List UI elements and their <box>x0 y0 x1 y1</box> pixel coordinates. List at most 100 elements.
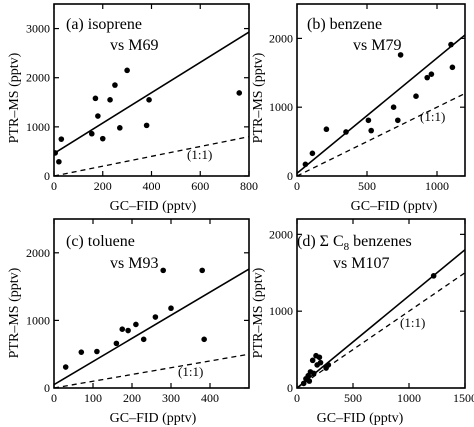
plot-area: 0 500 1000 1500 0 1000 2000 <box>269 218 474 405</box>
series-group <box>297 34 465 176</box>
data-point <box>449 64 456 71</box>
data-point <box>113 340 120 347</box>
data-point <box>309 150 316 157</box>
y-axis-label: PTR–MS (pptv) <box>7 267 22 358</box>
x-tick-label: 500 <box>344 391 362 405</box>
ratio-label: (1:1) <box>420 109 445 124</box>
y-tick-label: 1000 <box>26 313 50 327</box>
data-point <box>124 67 130 74</box>
x-tick-label: 600 <box>191 179 209 193</box>
data-point <box>95 113 101 119</box>
x-axis-label: GC–FID (pptv) <box>317 411 404 426</box>
data-point <box>311 370 317 377</box>
data-point <box>94 348 100 355</box>
data-point <box>92 95 99 102</box>
fit-line <box>54 268 249 386</box>
x-tick-label: 400 <box>143 179 161 193</box>
data-point <box>390 104 397 110</box>
data-point <box>54 150 59 156</box>
x-axis-label: GC–FID (pptv) <box>351 199 438 214</box>
one-to-one-line <box>54 136 249 176</box>
y-tick-label: 0 <box>44 169 50 183</box>
data-point <box>397 52 404 58</box>
data-point <box>424 74 431 81</box>
y-tick-label: 0 <box>287 169 293 183</box>
panel-title-line1: (a) isoprene <box>66 16 142 33</box>
y-tick-label: 0 <box>287 381 293 395</box>
axis-frame <box>296 3 466 177</box>
axis-frame <box>296 218 466 389</box>
y-tick-label: 1000 <box>269 304 293 318</box>
data-point <box>325 362 332 368</box>
plot-area: 0 200 400 600 800 0 1000 2000 3000 <box>26 3 258 193</box>
data-point <box>143 122 150 129</box>
x-tick-label: 0 <box>51 391 57 405</box>
data-point <box>428 71 435 77</box>
data-point <box>201 336 207 343</box>
ratio-label: (1:1) <box>178 364 203 379</box>
data-point <box>119 326 126 332</box>
y-tick-label: 1000 <box>269 100 293 114</box>
panel-title-line2: vs M69 <box>110 37 158 54</box>
data-point <box>199 267 205 274</box>
data-point <box>58 136 65 142</box>
x-tick-label: 200 <box>123 391 141 405</box>
series-group <box>54 31 249 176</box>
y-axis-label: PTR–MS (pptv) <box>251 52 266 143</box>
panel-b: PTR–MS (pptv) GC–FID (pptv) (b) benzene … <box>251 3 466 214</box>
y-tick-label: 2000 <box>269 227 293 241</box>
data-point <box>302 161 309 168</box>
fit-line <box>297 34 465 174</box>
x-tick-label: 1000 <box>425 179 449 193</box>
y-tick-label: 2000 <box>26 246 50 260</box>
data-point <box>368 127 375 134</box>
data-point <box>117 125 123 131</box>
x-axis-label: GC–FID (pptv) <box>110 199 197 214</box>
one-to-one-line <box>297 92 465 176</box>
data-point <box>62 364 69 370</box>
data-point <box>413 93 419 99</box>
x-tick-label: 200 <box>94 179 112 193</box>
data-point <box>236 90 243 96</box>
data-point <box>317 359 324 366</box>
data-point <box>168 305 174 312</box>
data-point <box>140 336 147 343</box>
x-tick-label: 800 <box>240 179 258 193</box>
y-tick-label: 2000 <box>269 31 293 45</box>
panel-title-line2: vs M79 <box>353 37 401 54</box>
one-to-one-line <box>297 272 465 388</box>
series-group <box>54 267 249 388</box>
y-tick-label: 2000 <box>26 71 50 85</box>
data-point <box>448 41 454 48</box>
data-point <box>107 97 113 103</box>
panel-c: PTR–MS (pptv) GC–FID (pptv) (c) toluene … <box>7 218 250 426</box>
data-point <box>365 117 372 124</box>
x-tick-label: 0 <box>294 391 300 405</box>
panel-d: PTR–MS (pptv) GC–FID (pptv) (d) Σ C8 ben… <box>251 218 474 426</box>
x-tick-label: 500 <box>358 179 376 193</box>
data-point <box>112 82 118 88</box>
y-tick-label: 0 <box>44 381 50 395</box>
ratio-label: (1:1) <box>187 147 212 162</box>
panel-title-line1: (b) benzene <box>307 16 382 33</box>
series-group <box>297 249 465 388</box>
data-point <box>306 378 313 384</box>
y-tick-label: 3000 <box>26 22 50 36</box>
data-point <box>88 130 95 137</box>
data-point <box>78 349 85 355</box>
one-to-one-line <box>54 353 249 388</box>
axis-frame <box>53 218 250 389</box>
data-point <box>160 267 166 274</box>
ratio-label: (1:1) <box>400 315 425 330</box>
panel-title-line2: vs M107 <box>333 255 389 272</box>
data-point <box>125 327 131 334</box>
title-suffix: benzenes <box>349 233 412 250</box>
fit-line <box>297 249 465 388</box>
data-point <box>146 97 152 103</box>
plot-area: 0 500 1000 0 1000 2000 <box>269 3 466 193</box>
data-point <box>430 273 437 279</box>
panel-a: PTR–MS (pptv) GC–FID (pptv) (a) isoprene… <box>7 3 258 214</box>
plot-area: 0 100 200 300 400 0 1000 2000 <box>26 218 250 405</box>
title-subscript: 8 <box>344 241 350 253</box>
